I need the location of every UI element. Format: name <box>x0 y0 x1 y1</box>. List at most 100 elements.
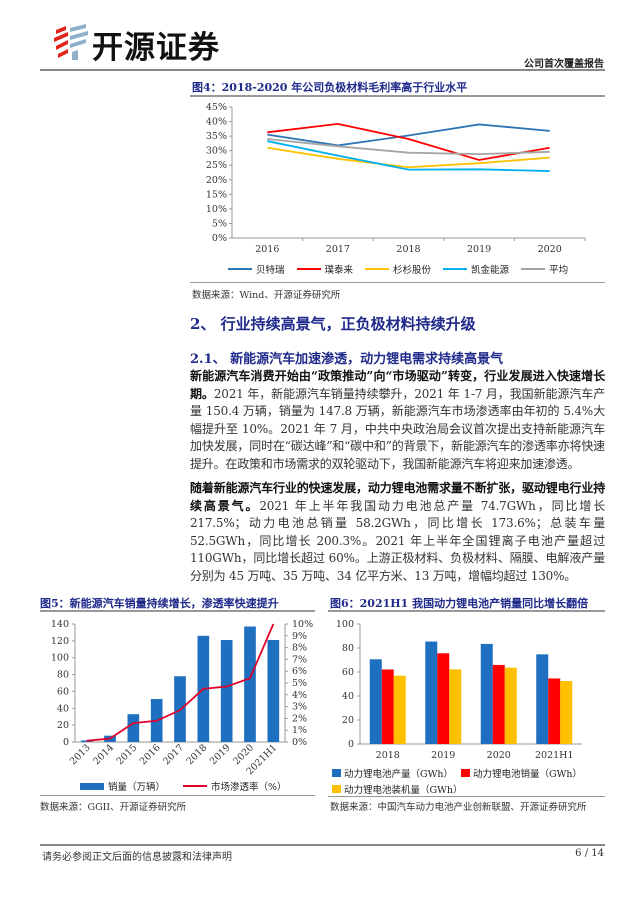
bar-2018-0 <box>369 659 382 744</box>
bar-2021H1-2 <box>560 681 573 744</box>
right-y-tick-label: 1% <box>292 725 307 736</box>
legend-swatch <box>332 785 341 793</box>
legend-item: 凯金能源 <box>443 262 509 276</box>
bar-2013 <box>80 740 93 742</box>
x-tick-label: 2021H1 <box>535 750 574 761</box>
legend-swatch <box>365 268 390 270</box>
legend-swatch <box>80 782 104 790</box>
x-tick-label: 2018 <box>376 750 400 761</box>
fig4-title: 图4：2018-2020 年公司负极材料毛利率高于行业水平 <box>192 81 468 94</box>
left-y-tick-label: 40 <box>57 703 69 714</box>
bar-2020-0 <box>480 643 493 744</box>
legend-label: 销量（万辆） <box>108 782 166 793</box>
right-y-tick-label: 2% <box>292 713 307 724</box>
bar-2019 <box>220 640 233 742</box>
fig5-bottom-rule <box>40 795 315 796</box>
legend-label: 平均 <box>549 265 569 276</box>
right-y-tick-label: 7% <box>292 654 307 665</box>
left-y-tick-label: 120 <box>51 636 69 647</box>
legend-label: 杉杉股份 <box>393 265 432 276</box>
y-tick-label: 25% <box>206 160 227 171</box>
legend-swatch <box>183 785 208 787</box>
legend-item: 市场渗透率（%） <box>183 779 287 793</box>
paragraph-2-body: 2021 年上半年我国动力电池总产量 74.7GWh，同比增长 217.5%；动… <box>190 498 605 583</box>
left-y-tick-label: 100 <box>51 653 69 664</box>
legend-label: 贝特瑞 <box>256 265 285 276</box>
legend-swatch <box>443 268 468 270</box>
bar-2020 <box>244 626 256 742</box>
legend-swatch <box>460 769 470 777</box>
y-tick-label: 0 <box>348 739 354 750</box>
x-tick-label: 2015 <box>115 742 140 767</box>
paragraph-1-body: 2021 年，新能源汽车销量持续攀升，2021 年 1-7 月，我国新能源汽车产… <box>190 386 605 471</box>
footer-divider <box>40 844 605 846</box>
bar-2021H1 <box>267 640 280 742</box>
y-tick-label: 100 <box>336 619 354 630</box>
x-tick-label: 2020 <box>538 244 562 255</box>
right-y-tick-label: 3% <box>292 702 307 713</box>
paragraph-1: 新能源汽车消费开始由“政策推动”向“市场驱动”转变，行业发展进入快速增长期。20… <box>190 368 605 473</box>
header-divider <box>40 69 605 71</box>
bar-2020-2 <box>504 667 517 744</box>
fig5-divider <box>40 610 315 612</box>
y-tick-label: 40% <box>206 117 227 128</box>
y-tick-label: 40 <box>342 691 354 702</box>
x-tick-label: 2017 <box>326 244 350 255</box>
series-line-凯金能源 <box>267 140 550 172</box>
page-number: 6 / 14 <box>575 848 604 859</box>
x-tick-label: 2019 <box>208 742 233 767</box>
right-y-tick-label: 8% <box>292 643 307 654</box>
legend-item: 动力锂电池产量（GWh） <box>332 766 453 780</box>
footer-disclaimer: 请务必参阅正文后面的信息披露和法律声明 <box>42 852 232 863</box>
left-y-tick-label: 140 <box>51 619 69 630</box>
right-y-tick-label: 10% <box>292 619 313 630</box>
series-line-杉杉股份 <box>267 146 550 169</box>
legend-swatch <box>228 268 252 270</box>
legend-item: 平均 <box>521 262 568 276</box>
fig5-title: 图5：新能源汽车销量持续增长，渗透率快速提升 <box>40 597 279 610</box>
brand-name: 开源证券 <box>92 30 220 66</box>
fig5-bar-line-chart: 0 20 40 60 80 100 120 140 0%1%2%3%4%5%6%7%8%9%10… <box>51 619 313 776</box>
body-text: 新能源汽车消费开始由“政策推动”向“市场驱动”转变，行业发展进入快速增长期。20… <box>190 368 605 592</box>
brand-logo-icon <box>54 24 88 60</box>
x-tick-label: 2014 <box>91 742 116 767</box>
section-2-heading: 2、 行业持续高景气，正负极材料持续升级 <box>190 315 476 333</box>
legend-item: 销量（万辆） <box>80 779 165 793</box>
bar-2015 <box>127 714 140 742</box>
fig5-legend: 销量（万辆） 市场渗透率（%） <box>80 779 287 793</box>
legend-item: 璞泰来 <box>296 262 353 276</box>
left-y-tick-label: 60 <box>57 686 69 697</box>
x-tick-label: 2020 <box>487 750 511 761</box>
x-tick-label: 2018 <box>185 742 210 767</box>
penetration-rate-line <box>86 623 275 742</box>
y-tick-label: 5% <box>212 218 227 229</box>
legend-label: 市场渗透率（%） <box>211 782 287 793</box>
x-tick-label: 2018 <box>396 244 420 255</box>
legend-label: 动力锂电池销量（GWh） <box>472 769 582 780</box>
y-tick-label: 45% <box>206 102 227 113</box>
bar-2021H1-1 <box>548 678 561 744</box>
legend-label: 动力锂电池装机量（GWh） <box>344 785 463 796</box>
bar-2020-1 <box>492 664 505 744</box>
series-line-平均 <box>267 138 550 156</box>
fig6-legend: 动力锂电池产量（GWh） 动力锂电池销量（GWh） 动力锂电池装机量（GWh） <box>332 766 608 796</box>
bar-2019-2 <box>449 669 462 744</box>
legend-label: 动力锂电池产量（GWh） <box>344 769 453 780</box>
legend-swatch <box>296 268 321 270</box>
right-y-tick-label: 9% <box>292 631 307 642</box>
x-tick-label: 2019 <box>431 750 455 761</box>
x-tick-label: 2013 <box>68 742 93 767</box>
report-type: 公司首次覆盖报告 <box>524 59 604 70</box>
right-y-tick-label: 0% <box>292 737 307 748</box>
legend-label: 凯金能源 <box>471 265 510 276</box>
x-tick-label: 2019 <box>467 244 491 255</box>
x-tick-label: 2016 <box>255 244 279 255</box>
legend-swatch <box>521 268 546 270</box>
fig6-divider <box>328 610 605 612</box>
legend-swatch <box>332 769 341 777</box>
legend-item: 杉杉股份 <box>365 262 431 276</box>
section-2-1-heading: 2.1、 新能源汽车加速渗透，动力锂电需求持续高景气 <box>190 352 504 367</box>
x-tick-label: 2017 <box>161 742 186 767</box>
y-tick-label: 20 <box>342 715 354 726</box>
